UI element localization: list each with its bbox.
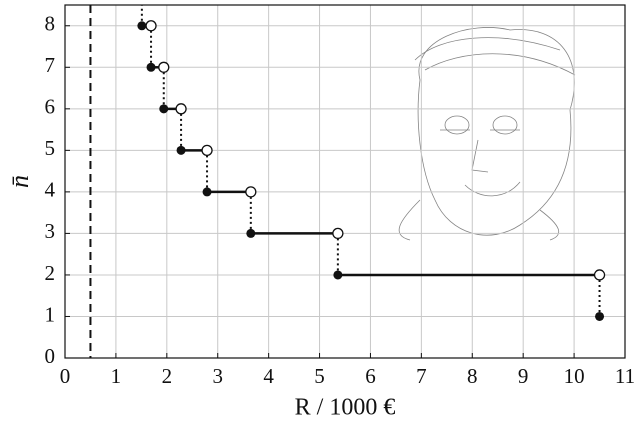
x-tick-label: 11 xyxy=(615,364,635,388)
filled-point xyxy=(159,104,169,114)
y-tick-label: 8 xyxy=(45,12,56,36)
filled-point xyxy=(137,21,147,31)
x-tick-label: 2 xyxy=(162,364,173,388)
open-point xyxy=(201,144,213,157)
x-tick-label: 4 xyxy=(263,364,274,388)
filled-point xyxy=(202,187,212,197)
portrait-sketch xyxy=(398,27,576,241)
x-tick-label: 7 xyxy=(416,364,427,388)
open-point xyxy=(158,61,170,73)
y-tick-label: 3 xyxy=(45,219,56,243)
x-tick-label: 10 xyxy=(564,364,585,388)
filled-point xyxy=(333,270,343,280)
y-tick-label: 4 xyxy=(45,178,56,202)
open-point xyxy=(332,227,344,240)
y-tick-label: 7 xyxy=(45,53,56,77)
open-point xyxy=(593,269,606,281)
x-tick-label: 6 xyxy=(365,364,376,388)
plot-frame xyxy=(64,4,626,359)
y-tick-label: 1 xyxy=(45,302,56,326)
open-point xyxy=(245,186,257,198)
filled-point xyxy=(595,311,605,321)
open-point xyxy=(145,20,157,32)
y-tick-label: 0 xyxy=(45,344,56,368)
x-tick-label: 5 xyxy=(314,364,325,388)
x-tick-label: 8 xyxy=(467,364,478,388)
filled-point xyxy=(146,62,156,72)
x-tick-label: 3 xyxy=(212,364,223,388)
y-axis-label: n̄ xyxy=(5,175,34,188)
y-tick-label: 2 xyxy=(45,261,56,285)
filled-point xyxy=(176,145,186,155)
x-tick-label: 1 xyxy=(111,364,122,388)
x-tick-label: 9 xyxy=(518,364,529,388)
open-point xyxy=(175,103,187,115)
y-tick-label: 5 xyxy=(45,136,56,160)
y-tick-label: 6 xyxy=(45,95,56,119)
filled-point xyxy=(246,228,256,238)
x-tick-label: 0 xyxy=(60,364,71,388)
x-axis-label: R / 1000 € xyxy=(295,395,396,421)
